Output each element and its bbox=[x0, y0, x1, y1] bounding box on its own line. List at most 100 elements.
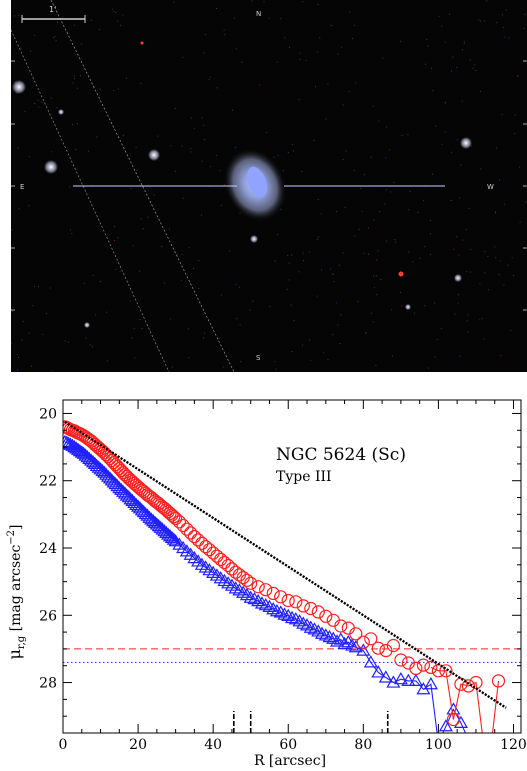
noise-pixel bbox=[303, 260, 304, 262]
noise-pixel bbox=[291, 254, 293, 256]
noise-pixel bbox=[133, 328, 135, 330]
noise-pixel bbox=[119, 271, 121, 273]
noise-pixel bbox=[440, 328, 442, 330]
noise-pixel bbox=[220, 204, 222, 206]
galaxy-core bbox=[246, 166, 268, 198]
bright-star bbox=[250, 235, 258, 243]
series-r-point bbox=[296, 599, 310, 613]
noise-pixel bbox=[408, 251, 410, 253]
noise-pixel bbox=[517, 75, 519, 77]
series-g-point bbox=[277, 607, 292, 620]
noise-pixel bbox=[360, 188, 362, 189]
noise-pixel bbox=[21, 339, 23, 341]
noise-pixel bbox=[273, 156, 275, 158]
compass-s: S bbox=[256, 354, 261, 362]
noise-pixel bbox=[200, 214, 202, 216]
noise-pixel bbox=[408, 209, 410, 211]
noise-pixel bbox=[340, 314, 342, 316]
series-g-point bbox=[468, 732, 469, 733]
series-r-point bbox=[356, 635, 370, 649]
series-g-point bbox=[262, 599, 277, 612]
noise-pixel bbox=[449, 13, 451, 15]
series-r-point bbox=[274, 590, 288, 604]
series-g-point bbox=[284, 610, 300, 624]
noise-pixel bbox=[252, 300, 254, 302]
noise-pixel bbox=[161, 246, 163, 248]
series-g-point bbox=[213, 571, 228, 584]
series-r-point bbox=[386, 638, 400, 653]
noise-pixel bbox=[22, 321, 24, 322]
noise-pixel bbox=[503, 203, 505, 205]
noise-pixel bbox=[174, 107, 176, 109]
noise-pixel bbox=[28, 332, 30, 334]
noise-pixel bbox=[352, 38, 353, 39]
noise-pixel bbox=[361, 210, 363, 212]
series-g-point bbox=[322, 629, 337, 643]
noise-pixel bbox=[432, 173, 434, 175]
noise-pixel bbox=[380, 279, 382, 281]
noise-pixel bbox=[201, 160, 203, 162]
noise-pixel bbox=[495, 257, 497, 259]
noise-pixel bbox=[379, 211, 381, 213]
noise-pixel bbox=[75, 149, 77, 150]
noise-pixel bbox=[187, 328, 189, 330]
series-g-point bbox=[65, 438, 80, 451]
noise-pixel bbox=[17, 369, 18, 371]
compass-w: W bbox=[487, 183, 494, 191]
series-g-point bbox=[288, 612, 303, 625]
noise-pixel bbox=[287, 254, 289, 256]
noise-pixel bbox=[181, 254, 183, 256]
noise-pixel bbox=[372, 321, 374, 323]
noise-pixel bbox=[375, 364, 377, 366]
noise-pixel bbox=[357, 301, 359, 302]
noise-pixel bbox=[454, 313, 456, 315]
series-g-point bbox=[217, 573, 232, 587]
noise-pixel bbox=[451, 151, 452, 153]
noise-pixel bbox=[508, 37, 510, 39]
noise-pixel bbox=[201, 117, 203, 119]
noise-pixel bbox=[24, 111, 26, 113]
noise-pixel bbox=[358, 229, 360, 230]
series-r-point bbox=[281, 593, 295, 608]
noise-pixel bbox=[376, 294, 378, 296]
noise-pixel bbox=[142, 228, 144, 230]
noise-pixel bbox=[332, 334, 334, 335]
noise-pixel bbox=[41, 101, 43, 103]
series-g-point bbox=[393, 671, 408, 685]
noise-pixel bbox=[429, 233, 431, 235]
y-axis-label: μr,g [mag arcsec−2] bbox=[5, 524, 27, 659]
noise-pixel bbox=[140, 83, 142, 84]
noise-pixel bbox=[293, 150, 295, 152]
noise-pixel bbox=[330, 25, 332, 26]
noise-pixel bbox=[54, 35, 56, 37]
noise-pixel bbox=[32, 305, 34, 307]
noise-pixel bbox=[507, 264, 509, 266]
series-g-point bbox=[330, 634, 345, 647]
noise-pixel bbox=[55, 40, 57, 42]
noise-pixel bbox=[239, 324, 241, 326]
noise-pixel bbox=[190, 151, 192, 153]
compass-e: E bbox=[20, 183, 24, 191]
noise-pixel bbox=[11, 310, 13, 312]
noise-pixel bbox=[458, 294, 459, 296]
series-r-point bbox=[491, 674, 506, 688]
noise-pixel bbox=[291, 351, 293, 352]
compass-n: N bbox=[256, 10, 261, 18]
series-g-point bbox=[453, 715, 468, 729]
noise-pixel bbox=[216, 87, 218, 89]
noise-pixel bbox=[268, 17, 270, 19]
noise-pixel bbox=[290, 304, 292, 306]
series-g-point bbox=[194, 557, 209, 570]
noise-pixel bbox=[232, 109, 234, 111]
series-g-point bbox=[363, 655, 378, 668]
series-r-point bbox=[439, 664, 453, 678]
noise-pixel bbox=[460, 164, 462, 166]
noise-pixel bbox=[157, 135, 159, 137]
galaxy-image: 1' N E W S bbox=[11, 0, 527, 372]
x-tick-label: 0 bbox=[59, 737, 68, 753]
noise-pixel bbox=[117, 20, 119, 22]
noise-pixel bbox=[181, 145, 183, 147]
noise-pixel bbox=[375, 275, 377, 277]
series-r-point bbox=[478, 737, 490, 749]
noise-pixel bbox=[466, 271, 468, 273]
